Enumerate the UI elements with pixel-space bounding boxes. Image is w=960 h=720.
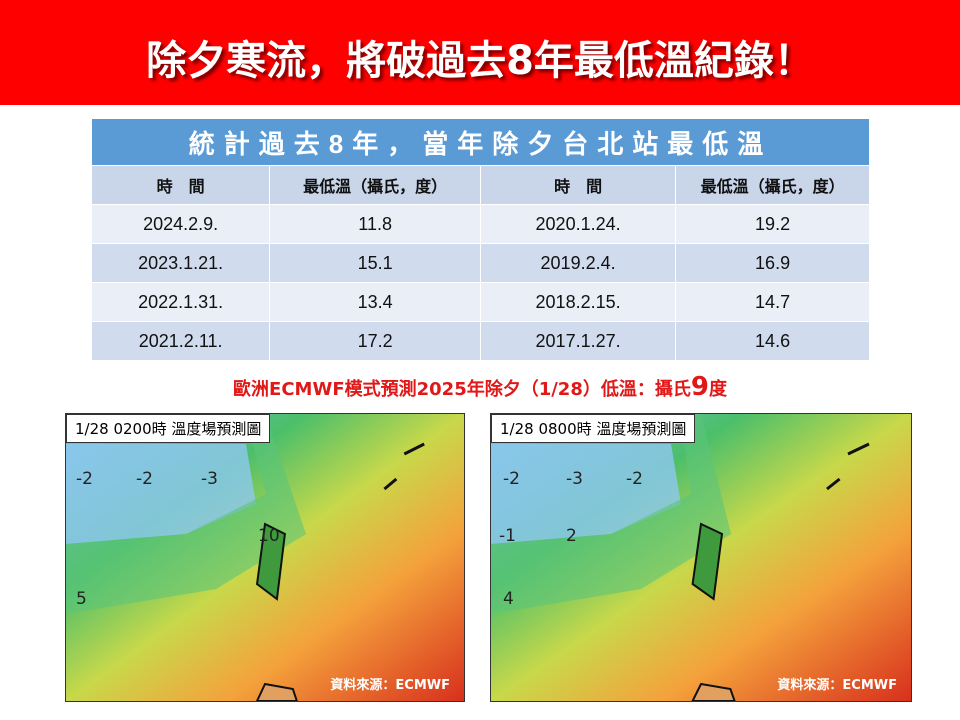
contour-label: -2 [76,469,93,489]
header-row: 時 間最低溫（攝氏，度）時 間最低溫（攝氏，度） [92,165,870,205]
table-cell: 2021.2.11. [92,321,271,360]
table-cell: 2022.1.31. [92,282,271,322]
temp-table: 統計過去8年，當年除夕台北站最低溫時 間最低溫（攝氏，度）時 間最低溫（攝氏，度… [92,118,870,360]
table-cell: 17.2 [269,321,481,360]
map: -2 -3 -2 -1 2 4 1/28 0800時 溫度場預測圖資料來源：ECMWF [490,413,912,702]
table-cell: 2020.1.24. [480,204,677,244]
forecast-text: 歐洲ECMWF模式預測2025年除夕（1/28）低溫：攝氏 [233,379,691,400]
table-cell: 14.7 [675,282,870,322]
table-cell: 14.6 [675,321,870,360]
contour-label: 2 [566,526,577,546]
map-source: 資料來源：ECMWF [330,678,450,693]
forecast: 歐洲ECMWF模式預測2025年除夕（1/28）低溫：攝氏9度 [0,372,960,402]
contour-label: 10 [258,526,280,546]
map: -2 -2 -3 10 5 1/28 0200時 溫度場預測圖資料來源：ECMWF [65,413,465,702]
table-cell: 2024.2.9. [92,204,271,244]
banner-title: 除夕寒流，將破過去8年最低溫紀錄！ [146,38,814,84]
map-label: 1/28 0200時 溫度場預測圖 [66,414,271,443]
header-cell: 最低溫（攝氏，度） [675,165,870,205]
map-image [66,414,464,701]
table-title: 統計過去8年，當年除夕台北站最低溫 [92,118,870,166]
contour-label: -2 [136,469,153,489]
table-cell: 2017.1.27. [480,321,677,360]
map-label: 1/28 0800時 溫度場預測圖 [491,414,696,443]
table-cell: 2018.2.15. [480,282,677,322]
contour-label: -3 [201,469,218,489]
table-cell: 11.8 [269,204,481,244]
table-cell: 2023.1.21. [92,243,271,283]
table-cell: 15.1 [269,243,481,283]
contour-label: -3 [566,469,583,489]
table-cell: 19.2 [675,204,870,244]
forecast-value: 9 [690,372,709,402]
contour-label: -2 [626,469,643,489]
table-cell: 2019.2.4. [480,243,677,283]
table-row: 2024.2.9. 11.8 2020.1.24. 19.2 [92,204,870,244]
table-row: 2021.2.11. 17.2 2017.1.27. 14.6 [92,321,870,360]
contour-label: -1 [499,526,516,546]
map-image [491,414,911,701]
contour-label: 4 [503,589,514,609]
contour-label: 5 [76,589,87,609]
table-cell: 13.4 [269,282,481,322]
table-row: 2023.1.21. 15.1 2019.2.4. 16.9 [92,243,870,283]
table-row: 2022.1.31. 13.4 2018.2.15. 14.7 [92,282,870,322]
forecast-unit: 度 [708,379,727,400]
table-cell: 16.9 [675,243,870,283]
banner: 除夕寒流，將破過去8年最低溫紀錄！ [0,0,960,105]
header-cell: 時 間 [92,165,271,205]
header-cell: 最低溫（攝氏，度） [269,165,481,205]
header-cell: 時 間 [480,165,677,205]
contour-label: -2 [503,469,520,489]
map-source: 資料來源：ECMWF [777,678,897,693]
